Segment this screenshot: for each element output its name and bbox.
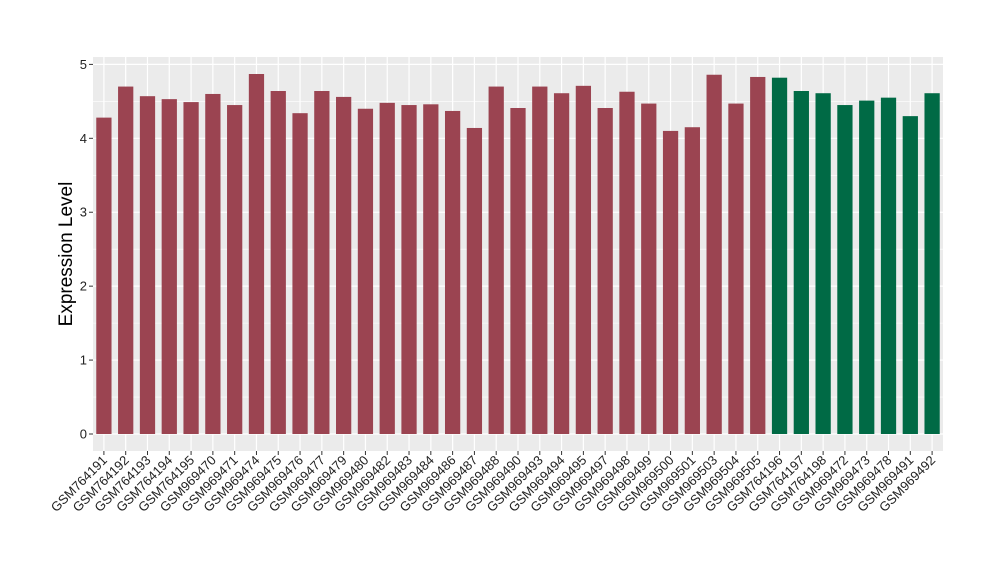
y-tick-label: 5 [80, 57, 87, 72]
bar [139, 96, 156, 434]
bar [336, 96, 352, 434]
bar [597, 108, 613, 434]
y-tick-label: 0 [80, 426, 87, 441]
bar [96, 117, 112, 434]
bar [466, 127, 483, 434]
bar [859, 100, 875, 434]
bar [641, 103, 657, 434]
bar [227, 105, 243, 434]
bar [444, 110, 461, 434]
bar [314, 91, 330, 434]
bar [880, 97, 897, 434]
bar [510, 108, 526, 434]
bar [205, 93, 221, 434]
bar [553, 93, 570, 434]
bar [684, 127, 700, 434]
bar [183, 102, 199, 434]
bar [793, 91, 809, 434]
bar [728, 103, 744, 434]
bar [248, 74, 265, 434]
bar [270, 91, 286, 434]
bar [161, 99, 177, 434]
y-axis: 0 1 2 3 4 5 [80, 57, 93, 441]
y-tick-label: 3 [80, 205, 87, 220]
bars [96, 74, 940, 434]
bar [488, 86, 504, 434]
bar [837, 105, 853, 434]
bar [532, 86, 548, 434]
y-tick-label: 4 [80, 131, 87, 146]
bar [771, 77, 788, 434]
bar [750, 76, 766, 434]
bar [423, 104, 439, 434]
y-axis-title: Expression Level [56, 182, 77, 327]
bar [401, 105, 417, 434]
bar [815, 93, 831, 434]
bar [379, 102, 395, 434]
bar [357, 108, 374, 434]
bar [924, 93, 940, 434]
bar [619, 91, 635, 434]
bar [118, 86, 134, 434]
y-tick-label: 1 [80, 353, 87, 368]
bar [292, 113, 308, 434]
y-tick-label: 2 [80, 279, 87, 294]
bar [902, 116, 918, 434]
bar [706, 74, 722, 434]
bar [575, 85, 592, 434]
bar [662, 130, 679, 434]
x-axis: GSM764191GSM764192GSM764193GSM764194GSM7… [48, 451, 938, 515]
